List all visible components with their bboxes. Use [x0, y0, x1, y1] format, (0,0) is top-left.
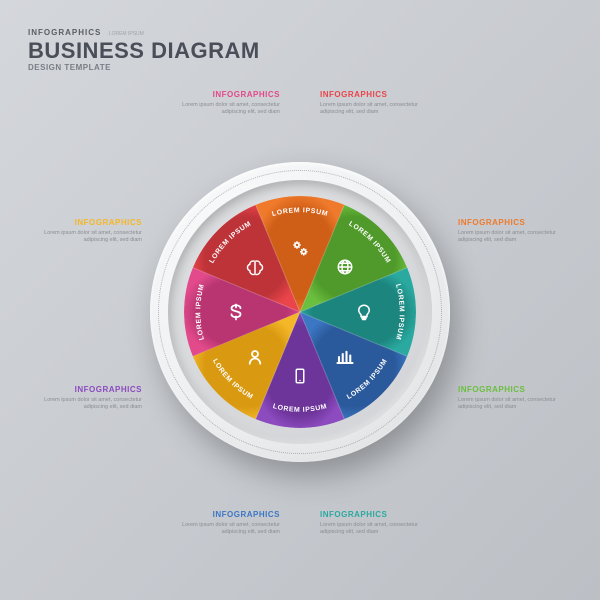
callout-1: INFOGRAPHICS Lorem ipsum dolor sit amet, …	[320, 90, 440, 117]
callout-body: Lorem ipsum dolor sit amet, consectetur …	[22, 230, 142, 245]
callout-3: INFOGRAPHICS Lorem ipsum dolor sit amet, …	[458, 385, 578, 412]
callout-body: Lorem ipsum dolor sit amet, consectetur …	[22, 397, 142, 412]
callout-2: INFOGRAPHICS Lorem ipsum dolor sit amet, …	[458, 218, 578, 245]
dollar-icon	[225, 301, 247, 323]
callout-6: INFOGRAPHICS Lorem ipsum dolor sit amet, …	[22, 385, 142, 412]
globe-icon	[334, 256, 356, 278]
callout-body: Lorem ipsum dolor sit amet, consectetur …	[458, 230, 578, 245]
gears-icon	[289, 237, 311, 259]
bars-icon	[334, 346, 356, 368]
callout-body: Lorem ipsum dolor sit amet, consectetur …	[320, 102, 440, 117]
pie-slices	[184, 196, 416, 428]
header-sub: LOREM IPSUM	[109, 31, 144, 37]
callout-5: INFOGRAPHICS Lorem ipsum dolor sit amet, …	[160, 510, 280, 537]
callout-title: INFOGRAPHICS	[320, 90, 440, 99]
callout-body: Lorem ipsum dolor sit amet, consectetur …	[458, 397, 578, 412]
header-block: INFOGRAPHICS LOREM IPSUM BUSINESS DIAGRA…	[28, 22, 260, 72]
pie-chart: LOREM IPSUMLOREM IPSUMLOREM IPSUMLOREM I…	[150, 162, 450, 462]
callout-title: INFOGRAPHICS	[160, 90, 280, 99]
brain-icon	[244, 256, 266, 278]
callout-body: Lorem ipsum dolor sit amet, consectetur …	[160, 102, 280, 117]
callout-title: INFOGRAPHICS	[458, 385, 578, 394]
callout-title: INFOGRAPHICS	[458, 218, 578, 227]
callout-0: INFOGRAPHICS Lorem ipsum dolor sit amet, …	[160, 90, 280, 117]
user-icon	[244, 346, 266, 368]
callout-body: Lorem ipsum dolor sit amet, consectetur …	[160, 522, 280, 537]
header-top: INFOGRAPHICS	[28, 28, 101, 37]
callout-7: INFOGRAPHICS Lorem ipsum dolor sit amet, …	[22, 218, 142, 245]
callout-4: INFOGRAPHICS Lorem ipsum dolor sit amet, …	[320, 510, 440, 537]
callout-title: INFOGRAPHICS	[160, 510, 280, 519]
phone-icon	[289, 365, 311, 387]
callout-title: INFOGRAPHICS	[22, 218, 142, 227]
header-title: BUSINESS DIAGRAM	[28, 41, 260, 62]
bulb-icon	[353, 301, 375, 323]
header-design: DESIGN TEMPLATE	[28, 63, 260, 72]
callout-title: INFOGRAPHICS	[320, 510, 440, 519]
callout-body: Lorem ipsum dolor sit amet, consectetur …	[320, 522, 440, 537]
callout-title: INFOGRAPHICS	[22, 385, 142, 394]
